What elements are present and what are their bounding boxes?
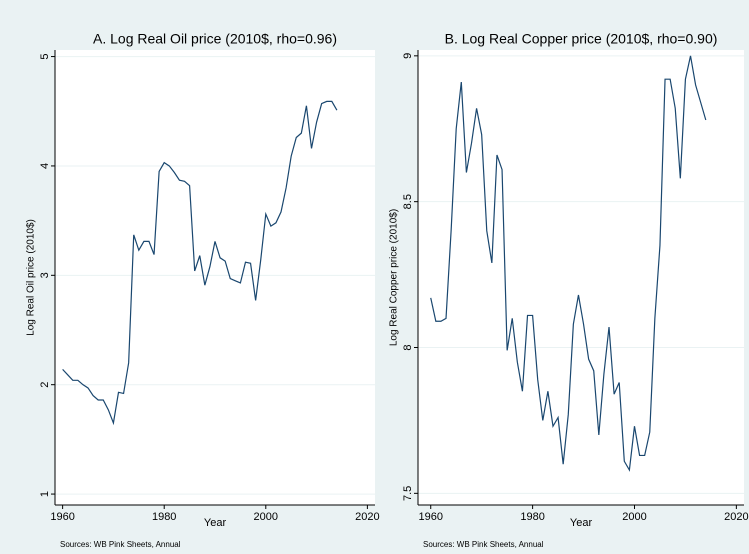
data-line: [430, 55, 707, 472]
x-tick-label: 2020: [724, 511, 748, 523]
y-tick-label: 7.5: [402, 486, 414, 501]
x-axis-label: Year: [204, 517, 227, 529]
chart-title: B. Log Real Copper price (2010$, rho=0.9…: [445, 31, 718, 47]
y-tick-label: 4: [39, 163, 51, 169]
plot-area: [55, 50, 375, 505]
x-tick-label: 1980: [152, 511, 176, 523]
y-tick-label: 8: [402, 344, 414, 350]
y-tick-label: 8.5: [402, 194, 414, 209]
source-note: Sources: WB Pink Sheets, Annual: [60, 540, 181, 549]
x-tick-label: 1960: [50, 511, 74, 523]
x-tick-label: 2000: [254, 511, 278, 523]
data-line: [62, 100, 338, 426]
y-axis-label: Log Real Oil price (2010$): [26, 219, 37, 336]
plot-area: [418, 50, 744, 505]
y-axis-label: Log Real Copper price (2010$): [389, 209, 400, 346]
y-tick-label: 9: [402, 53, 414, 59]
y-tick-label: 2: [39, 382, 51, 388]
y-tick-label: 5: [39, 54, 51, 60]
source-note: Sources: WB Pink Sheets, Annual: [423, 540, 544, 549]
x-tick-label: 1980: [520, 511, 544, 523]
y-tick-label: 3: [39, 272, 51, 278]
x-axis-label: Year: [570, 517, 593, 529]
x-tick-label: 2000: [622, 511, 646, 523]
x-tick-label: 1960: [418, 511, 442, 523]
chart-title: A. Log Real Oil price (2010$, rho=0.96): [93, 31, 337, 47]
x-tick-label: 2020: [355, 511, 379, 523]
y-tick-label: 1: [39, 491, 51, 497]
